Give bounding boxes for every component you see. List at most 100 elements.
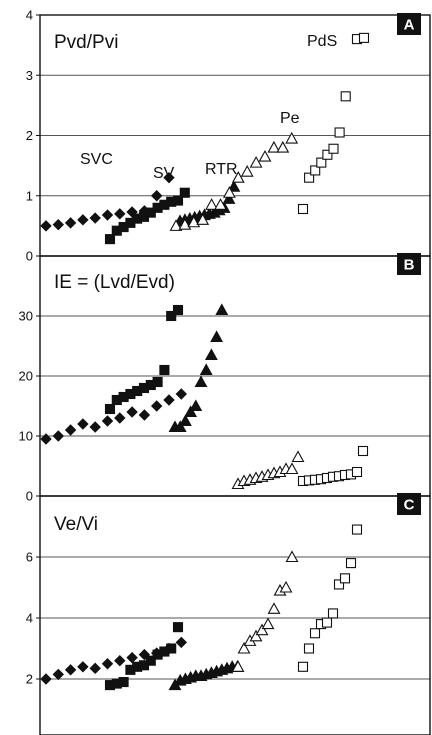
data-point: [152, 376, 163, 388]
data-point: [249, 629, 263, 642]
panel-frame: [39, 495, 431, 735]
data-point: [150, 190, 163, 202]
series-pe: [169, 131, 299, 231]
data-point: [333, 579, 345, 590]
series-sv: [104, 622, 184, 691]
data-point: [321, 617, 333, 628]
y-tick-label: 30: [19, 309, 33, 324]
data-point: [222, 186, 236, 198]
data-point: [351, 466, 363, 478]
series-pds: [297, 32, 370, 215]
data-point: [258, 149, 272, 162]
y-tick-label: 1: [26, 188, 33, 203]
data-point: [327, 608, 339, 619]
panel-a: 0 1 2 3 4 Pvd/Pvi A SVC SV RTR Pe PdS: [26, 8, 431, 264]
data-point: [101, 658, 114, 670]
data-point: [104, 234, 116, 245]
data-point: [64, 217, 77, 229]
data-point: [222, 192, 236, 204]
data-point: [175, 636, 188, 649]
data-point: [175, 388, 188, 400]
data-point: [40, 220, 52, 232]
data-point: [310, 165, 321, 176]
data-point: [276, 140, 290, 153]
data-point: [205, 198, 219, 210]
data-point: [351, 524, 363, 535]
data-point: [189, 399, 203, 412]
data-point: [227, 180, 241, 192]
data-point: [267, 602, 281, 614]
y-tick-label: 4: [26, 611, 33, 626]
data-point: [172, 195, 184, 206]
data-point: [204, 348, 218, 361]
group-label-rtr: RTR: [205, 161, 238, 178]
data-point: [52, 430, 65, 442]
data-point: [345, 558, 357, 569]
series-pe: [231, 550, 299, 672]
group-label-svc: SVC: [80, 151, 113, 168]
data-point: [173, 420, 187, 433]
series-svc: [40, 388, 188, 445]
data-point: [231, 660, 245, 672]
panel-title: Ve/Vi: [54, 514, 98, 535]
y-tick-label: 4: [26, 8, 33, 23]
data-point: [322, 149, 333, 160]
y-tick-label: 6: [26, 550, 33, 565]
data-point: [169, 219, 183, 231]
data-point: [237, 641, 251, 654]
panel-title: Pvd/Pvi: [54, 32, 118, 53]
data-point: [210, 330, 224, 343]
data-point: [196, 213, 210, 225]
panel-letter-badge: [397, 493, 421, 515]
panel-letter-badge: [397, 253, 421, 275]
data-point: [104, 403, 116, 415]
data-point: [114, 654, 126, 667]
data-point: [357, 445, 369, 457]
y-tick-label: 2: [26, 128, 33, 143]
data-point: [150, 400, 163, 412]
data-point: [166, 310, 177, 322]
data-point: [52, 218, 65, 231]
data-point: [145, 655, 156, 666]
panel-letter: A: [404, 17, 415, 34]
data-point: [194, 375, 208, 388]
data-point: [126, 406, 138, 418]
data-point: [114, 412, 126, 424]
y-tick-label: 0: [26, 489, 33, 504]
data-point: [89, 421, 101, 433]
panel-b: 0 10 20 30 IE = (Lvd/Evd) B: [19, 253, 431, 504]
data-point: [261, 617, 275, 630]
panel-letter: C: [404, 497, 415, 514]
y-tick-label: 20: [19, 369, 33, 384]
series-rtr: [168, 303, 229, 433]
data-point: [52, 668, 65, 681]
series-svc: [40, 636, 188, 685]
data-point: [285, 131, 299, 144]
data-point: [118, 676, 129, 688]
data-point: [101, 209, 114, 221]
data-point: [126, 651, 138, 664]
y-tick-label: 2: [26, 672, 33, 687]
data-point: [297, 203, 309, 215]
data-point: [358, 32, 370, 43]
data-point: [178, 414, 192, 427]
data-point: [178, 218, 192, 230]
data-point: [184, 405, 198, 418]
data-point: [303, 643, 315, 654]
y-tick-label: 10: [19, 429, 33, 444]
data-point: [316, 157, 327, 168]
data-point: [340, 91, 351, 102]
data-point: [339, 573, 351, 584]
data-point: [77, 418, 89, 430]
data-point: [64, 664, 77, 676]
y-tick-label: 3: [26, 68, 33, 83]
panel-c: 0 2 4 6 Ve/Vi C: [26, 493, 431, 735]
data-point: [279, 580, 293, 593]
data-point: [304, 172, 315, 183]
data-point: [89, 212, 101, 224]
data-point: [285, 462, 299, 475]
data-point: [291, 450, 305, 463]
series-pds: [297, 445, 369, 487]
data-point: [163, 394, 175, 406]
